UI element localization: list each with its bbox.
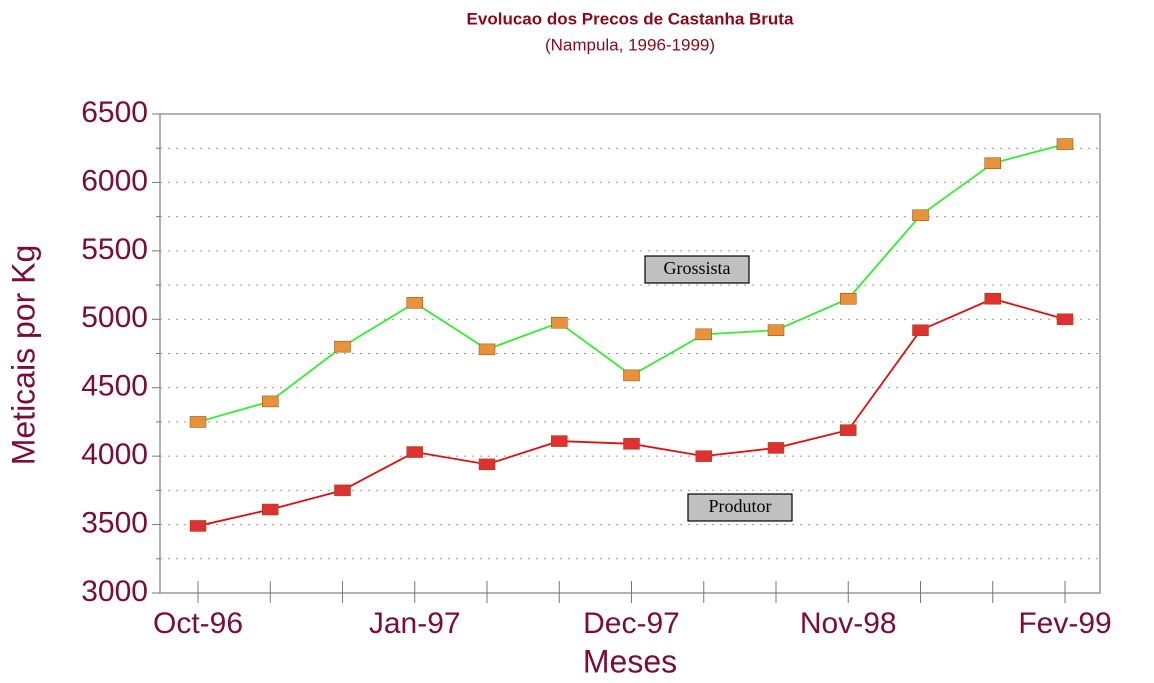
marker xyxy=(334,484,351,497)
x-tick-label: Fev-99 xyxy=(1018,607,1111,640)
x-tick-label: Jan-97 xyxy=(369,607,461,640)
x-tick-label: Nov-98 xyxy=(800,607,897,640)
chart-title: Evolucao dos Precos de Castanha Bruta xyxy=(467,9,794,28)
marker xyxy=(767,442,785,454)
series-label-box xyxy=(644,255,750,284)
x-tick-label: Dec-97 xyxy=(583,607,680,640)
x-tick-label: Oct-96 xyxy=(153,607,243,640)
marker xyxy=(1056,138,1074,150)
y-axis-label: Meticais por Kg xyxy=(5,245,41,466)
marker xyxy=(695,450,712,462)
marker xyxy=(1056,313,1074,326)
marker xyxy=(912,324,929,336)
y-tick-label: 4000 xyxy=(81,438,148,471)
marker xyxy=(984,157,1001,170)
marker xyxy=(551,435,568,447)
series-label-box xyxy=(687,493,793,522)
y-tick-label: 5500 xyxy=(81,233,148,266)
y-tick-label: 4500 xyxy=(81,370,148,403)
x-axis-label: Meses xyxy=(583,643,677,679)
series-label: Produtor xyxy=(709,496,772,516)
marker xyxy=(840,424,857,436)
marker xyxy=(189,520,207,532)
marker xyxy=(406,446,423,458)
marker xyxy=(262,395,279,408)
marker xyxy=(623,369,640,382)
marker xyxy=(984,293,1001,305)
plot-area xyxy=(159,113,1101,594)
marker xyxy=(406,297,423,309)
marker xyxy=(695,328,712,341)
y-tick-label: 5000 xyxy=(81,301,148,334)
marker xyxy=(840,293,857,305)
marker xyxy=(478,343,496,356)
marker xyxy=(189,416,207,428)
y-tick-label: 3500 xyxy=(81,506,148,539)
line xyxy=(197,297,1066,527)
y-tick-label: 6000 xyxy=(81,164,148,197)
y-tick-label: 6500 xyxy=(81,96,148,129)
marker xyxy=(551,316,568,329)
series-label: Grossista xyxy=(664,258,731,278)
chart-subtitle: (Nampula, 1996-1999) xyxy=(545,35,715,54)
y-tick-label: 3000 xyxy=(81,575,148,608)
marker xyxy=(912,209,929,222)
marker xyxy=(767,324,785,336)
marker xyxy=(478,458,496,471)
marker xyxy=(262,503,279,516)
marker xyxy=(623,438,640,450)
marker xyxy=(334,340,351,353)
